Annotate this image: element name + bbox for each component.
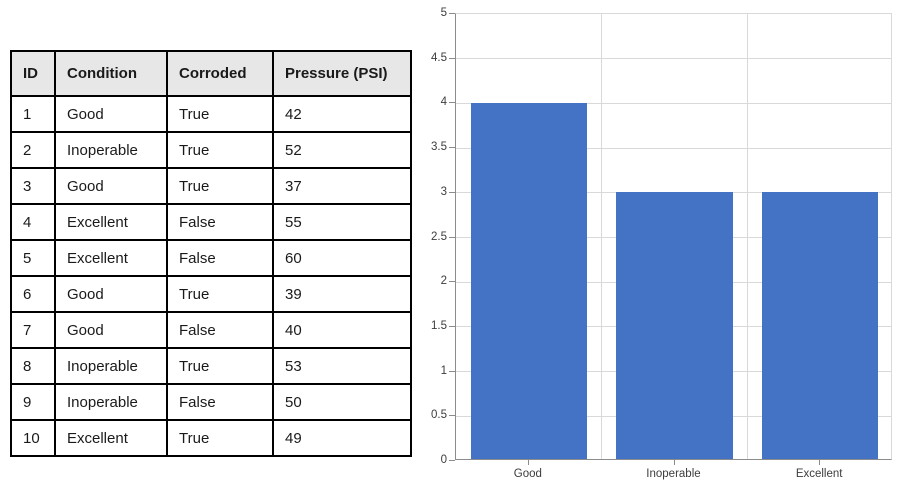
table-cell: 60 [272,239,412,277]
table-cell: True [166,419,274,457]
table-row: 2 Inoperable True 52 [10,131,412,169]
y-axis-tick-label: 3.5 [431,141,447,154]
table-cell: 53 [272,347,412,385]
table-row: 6 Good True 39 [10,275,412,313]
table-cell: Good [54,95,168,133]
pipe-data-table-container: ID Condition Corroded Pressure (PSI) 1 Good T… [10,50,412,457]
table-cell: False [166,311,274,349]
table-cell: 49 [272,419,412,457]
pipe-data-table: ID Condition Corroded Pressure (PSI) 1 Good T… [10,50,412,457]
y-axis-tick-mark [449,57,455,59]
y-axis-tick-label: 3 [440,185,447,198]
table-cell: Inoperable [54,131,168,169]
y-axis-tick-label: 2.5 [431,230,447,243]
y-axis-tick-label: 5 [440,7,447,19]
x-axis-tick-mark [527,460,529,465]
table-cell: 8 [10,347,56,385]
y-axis-tick-mark [449,102,455,104]
y-axis-tick-label: 4 [440,96,447,109]
table-cell: Excellent [54,419,168,457]
table-cell: True [166,95,274,133]
table-cell: 10 [10,419,56,457]
horizontal-gridline [456,58,891,60]
y-axis-tick-mark [449,281,455,283]
table-cell: 52 [272,131,412,169]
table-cell: Good [54,275,168,313]
x-axis-tick-label: Good [513,468,542,480]
table-cell: 39 [272,275,412,313]
bar-inoperable [616,192,733,459]
y-axis-tick-label: 1.5 [431,319,447,332]
x-axis-tick-mark [819,460,821,465]
table-cell: 9 [10,383,56,421]
table-cell: 4 [10,203,56,241]
table-cell: 1 [10,95,56,133]
table-cell: 42 [272,95,412,133]
vertical-gridline [601,14,603,459]
x-axis-tick-label: Excellent [795,468,843,480]
table-row: 8 Inoperable True 53 [10,347,412,385]
table-row: 4 Excellent False 55 [10,203,412,241]
table-cell: True [166,131,274,169]
table-row: 3 Good True 37 [10,167,412,205]
y-axis-tick-label: 2 [440,275,447,288]
table-cell: Excellent [54,203,168,241]
y-axis-tick-label: 0 [440,454,447,466]
table-cell: Excellent [54,239,168,277]
table-cell: 37 [272,167,412,205]
table-row: 9 Inoperable False 50 [10,383,412,421]
table-cell: True [166,167,274,205]
x-axis-tick-mark [673,460,675,465]
table-cell: 7 [10,311,56,349]
table-row: 5 Excellent False 60 [10,239,412,277]
table-cell: 50 [272,383,412,421]
table-cell: True [166,275,274,313]
y-axis-tick-label: 0.5 [431,409,447,422]
table-row: 1 Good True 42 [10,95,412,133]
table-cell: 3 [10,167,56,205]
bar-excellent [761,192,879,459]
header-cell: Corroded [166,50,274,97]
horizontal-gridline [456,102,891,104]
y-axis-tick-mark [449,13,455,14]
y-axis-tick-mark [449,147,455,149]
y-axis-tick-mark [449,415,455,417]
y-axis-tick-mark [449,325,455,327]
y-axis-tick-mark [449,236,455,238]
x-axis-tick-label: Inoperable [646,468,701,480]
table-cell: 55 [272,203,412,241]
y-axis-tick-label: 4.5 [431,51,447,64]
table-cell: True [166,347,274,385]
chart-plot-area [455,13,892,460]
table-row: 7 Good False 40 [10,311,412,349]
table-cell: False [166,383,274,421]
table-cell: False [166,239,274,277]
header-cell: ID [10,50,56,97]
header-cell: Condition [54,50,168,97]
table-cell: 2 [10,131,56,169]
table-cell: 5 [10,239,56,277]
y-axis-tick-mark [449,460,455,461]
table-cell: Inoperable [54,347,168,385]
table-header-row: ID Condition Corroded Pressure (PSI) [10,50,412,97]
header-cell: Pressure (PSI) [272,50,412,97]
table-row: 10 Excellent True 49 [10,419,412,457]
table-header-row: ID Condition Corroded Pressure (PSI) [10,50,412,97]
table-body: 1 Good True 42 2 Inoperable True 52 3 Good True 37 4… [10,95,412,457]
y-axis-tick-label: 1 [440,364,447,377]
table-cell: Inoperable [54,383,168,421]
table-cell: 40 [272,311,412,349]
y-axis-tick-mark [449,370,455,372]
horizontal-gridline [456,147,891,149]
table-cell: False [166,203,274,241]
table-cell: Good [54,167,168,205]
vertical-gridline [746,14,748,459]
bar-good [470,102,588,459]
table-cell: Good [54,311,168,349]
table-cell: 6 [10,275,56,313]
y-axis-tick-mark [449,191,455,193]
